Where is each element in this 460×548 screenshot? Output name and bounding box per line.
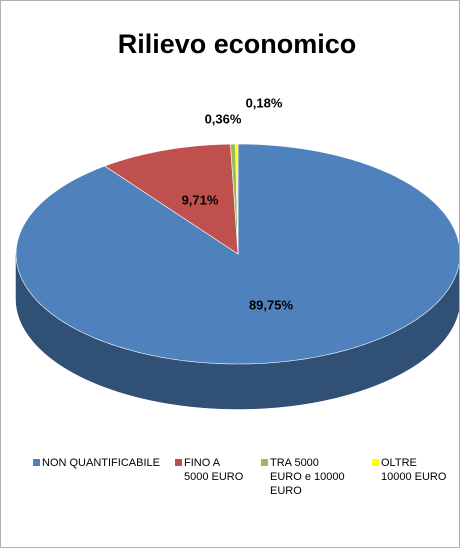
slice — [235, 143, 239, 255]
legend-label: NON QUANTIFICABILE — [42, 457, 160, 469]
legend-label: FINO A 5000 EURO — [184, 457, 244, 483]
value-label: 0,36% — [205, 111, 242, 126]
legend-swatch — [175, 459, 182, 466]
legend-swatch — [261, 459, 268, 466]
value-label: 9,71% — [182, 192, 219, 207]
chart-title: Rilievo economico — [118, 29, 357, 59]
legend-item: TRA 5000 EURO e 10000 EURO — [261, 456, 348, 498]
legend-swatch — [33, 459, 40, 466]
legend-swatch — [372, 459, 379, 466]
legend-label: TRA 5000 EURO e 10000 EURO — [270, 457, 345, 497]
value-label: 89,75% — [249, 297, 294, 312]
legend-item: NON QUANTIFICABILE — [33, 456, 182, 470]
value-label: 0,18% — [246, 95, 283, 110]
slice — [104, 143, 239, 255]
legend-item: FINO A 5000 EURO — [175, 456, 245, 484]
legend-item: OLTRE 10000 EURO — [372, 456, 448, 484]
legend: NON QUANTIFICABILE FINO A 5000 EURO TRA 50… — [1, 456, 459, 498]
legend-label: OLTRE 10000 EURO — [381, 457, 447, 483]
